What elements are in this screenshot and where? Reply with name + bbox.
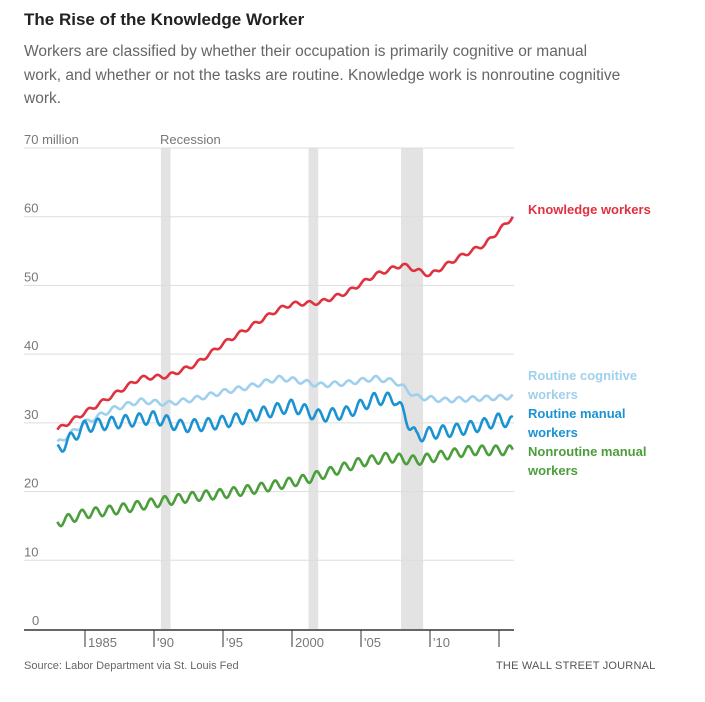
y-tick-label: 40 xyxy=(24,338,38,353)
series-label: Routine cognitive xyxy=(528,368,637,383)
y-tick-label: 70 million xyxy=(24,132,79,147)
series-line-2 xyxy=(56,391,514,453)
recession-label: Recession xyxy=(160,132,221,147)
y-tick-label: 0 xyxy=(32,613,39,628)
source-note: Source: Labor Department via St. Louis F… xyxy=(24,660,239,672)
chart-subtitle: Workers are classified by whether their … xyxy=(24,43,621,107)
series-line-0 xyxy=(56,216,514,431)
series-label: workers xyxy=(527,425,578,440)
y-tick-label: 60 xyxy=(24,201,38,216)
chart-title: The Rise of the Knowledge Worker xyxy=(24,10,305,29)
x-tick-label: '90 xyxy=(157,635,174,650)
y-tick-label: 50 xyxy=(24,269,38,284)
recession-band xyxy=(401,148,424,629)
x-tick-label: 2000 xyxy=(295,635,324,650)
series-line-1 xyxy=(56,374,514,443)
y-tick-label: 20 xyxy=(24,476,38,491)
x-tick-label: '95 xyxy=(226,635,243,650)
y-tick-label: 30 xyxy=(24,407,38,422)
series-label: workers xyxy=(527,463,578,478)
y-tick-label: 10 xyxy=(24,544,38,559)
series-label: workers xyxy=(527,387,578,402)
x-tick-label: 1985 xyxy=(88,635,117,650)
x-tick-label: '05 xyxy=(364,635,381,650)
series-label: Routine manual xyxy=(528,406,626,421)
series-label: Knowledge workers xyxy=(528,202,651,217)
x-tick-label: '10 xyxy=(433,635,450,650)
recession-band xyxy=(160,148,171,629)
series-label: Nonroutine manual xyxy=(528,444,646,459)
series-line-3 xyxy=(56,444,514,528)
recession-band xyxy=(308,148,319,629)
publisher-logo: THE WALL STREET JOURNAL xyxy=(496,660,656,672)
